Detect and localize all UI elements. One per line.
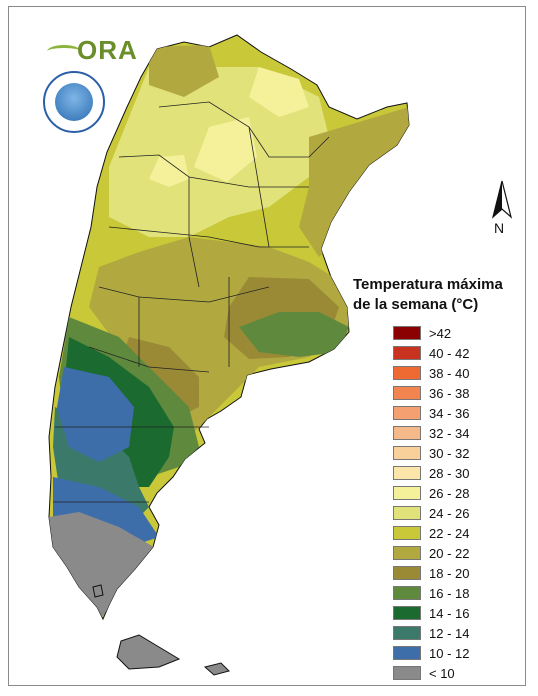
legend-item: 12 - 14 (393, 623, 469, 643)
legend-swatch (393, 446, 421, 460)
zone-26-28-north (249, 67, 309, 117)
legend-label: 18 - 20 (429, 565, 470, 581)
legend-item: 16 - 18 (393, 583, 469, 603)
legend-item: 28 - 30 (393, 463, 469, 483)
legend-item: 20 - 22 (393, 543, 469, 563)
legend-label: 34 - 36 (429, 405, 470, 421)
zone-16-18-east (239, 312, 349, 357)
legend-item: 24 - 26 (393, 503, 469, 523)
legend-label: 20 - 22 (429, 545, 470, 561)
legend-title: Temperatura máxima de la semana (°C) (353, 275, 525, 315)
legend-item: 34 - 36 (393, 403, 469, 423)
legend-item: 10 - 12 (393, 643, 469, 663)
zone-26-28-central (194, 117, 257, 182)
island-east (203, 662, 230, 676)
island-small (92, 584, 104, 598)
legend-swatch (393, 366, 421, 380)
legend-swatch (393, 646, 421, 660)
legend-label: >42 (429, 325, 452, 341)
legend-item: 26 - 28 (393, 483, 469, 503)
province-borders (53, 101, 330, 503)
legend-label: 22 - 24 (429, 525, 470, 541)
map-frame: ORA N Temperatura máxima de la semana (°… (8, 6, 526, 686)
legend-swatch (393, 586, 421, 600)
legend-title-line1: Temperatura máxima (353, 276, 503, 293)
legend-item: 32 - 34 (393, 423, 469, 443)
legend-label: < 10 (429, 665, 455, 681)
legend-swatch (393, 546, 421, 560)
legend-item: 14 - 16 (393, 603, 469, 623)
zone-20-22-nw (149, 45, 219, 97)
legend-label: 10 - 12 (429, 645, 470, 661)
ora-logo: ORA (35, 33, 137, 69)
legend-item: >42 (393, 323, 469, 343)
logo-swoosh (47, 45, 81, 58)
legend-label: 16 - 18 (429, 585, 470, 601)
legend-swatch (393, 486, 421, 500)
legend-label: 14 - 16 (429, 605, 470, 621)
legend-label: 30 - 32 (429, 445, 470, 461)
temperature-map (48, 34, 410, 676)
legend-label: 12 - 14 (429, 625, 470, 641)
north-label: N (494, 220, 505, 236)
legend-label: 40 - 42 (429, 345, 470, 361)
legend-swatch (393, 326, 421, 340)
legend-swatch (393, 346, 421, 360)
north-arrow-icon (491, 180, 513, 219)
legend-label: 24 - 26 (429, 505, 470, 521)
zone-26-28-west (149, 155, 189, 187)
legend-item: 38 - 40 (393, 363, 469, 383)
logo-text: ORA (77, 35, 138, 65)
legend-item: 40 - 42 (393, 343, 469, 363)
zone-20-22-ne (299, 107, 409, 257)
legend-label: 36 - 38 (429, 385, 470, 401)
legend-swatch (393, 466, 421, 480)
legend-swatch (393, 506, 421, 520)
legend-item: 30 - 32 (393, 443, 469, 463)
legend-swatch (393, 426, 421, 440)
seal-emblem (55, 83, 93, 121)
tierra-del-fuego (116, 634, 181, 670)
legend-label: 26 - 28 (429, 485, 470, 501)
legend-swatch (393, 666, 421, 680)
zone-below-10 (49, 512, 154, 619)
national-seal (43, 71, 105, 133)
legend-swatch (393, 566, 421, 580)
legend-item: 36 - 38 (393, 383, 469, 403)
legend-label: 28 - 30 (429, 465, 470, 481)
zone-10-12-north (57, 367, 134, 462)
legend-swatch (393, 626, 421, 640)
legend-swatch (393, 406, 421, 420)
legend-swatch (393, 386, 421, 400)
legend-item: 22 - 24 (393, 523, 469, 543)
legend-item: < 10 (393, 663, 469, 683)
legend-title-line2: de la semana (°C) (353, 296, 479, 313)
legend: >42 40 - 42 38 - 40 36 - 38 34 - 36 32 -… (393, 323, 469, 683)
legend-swatch (393, 606, 421, 620)
legend-label: 38 - 40 (429, 365, 470, 381)
legend-swatch (393, 526, 421, 540)
legend-label: 32 - 34 (429, 425, 470, 441)
legend-item: 18 - 20 (393, 563, 469, 583)
